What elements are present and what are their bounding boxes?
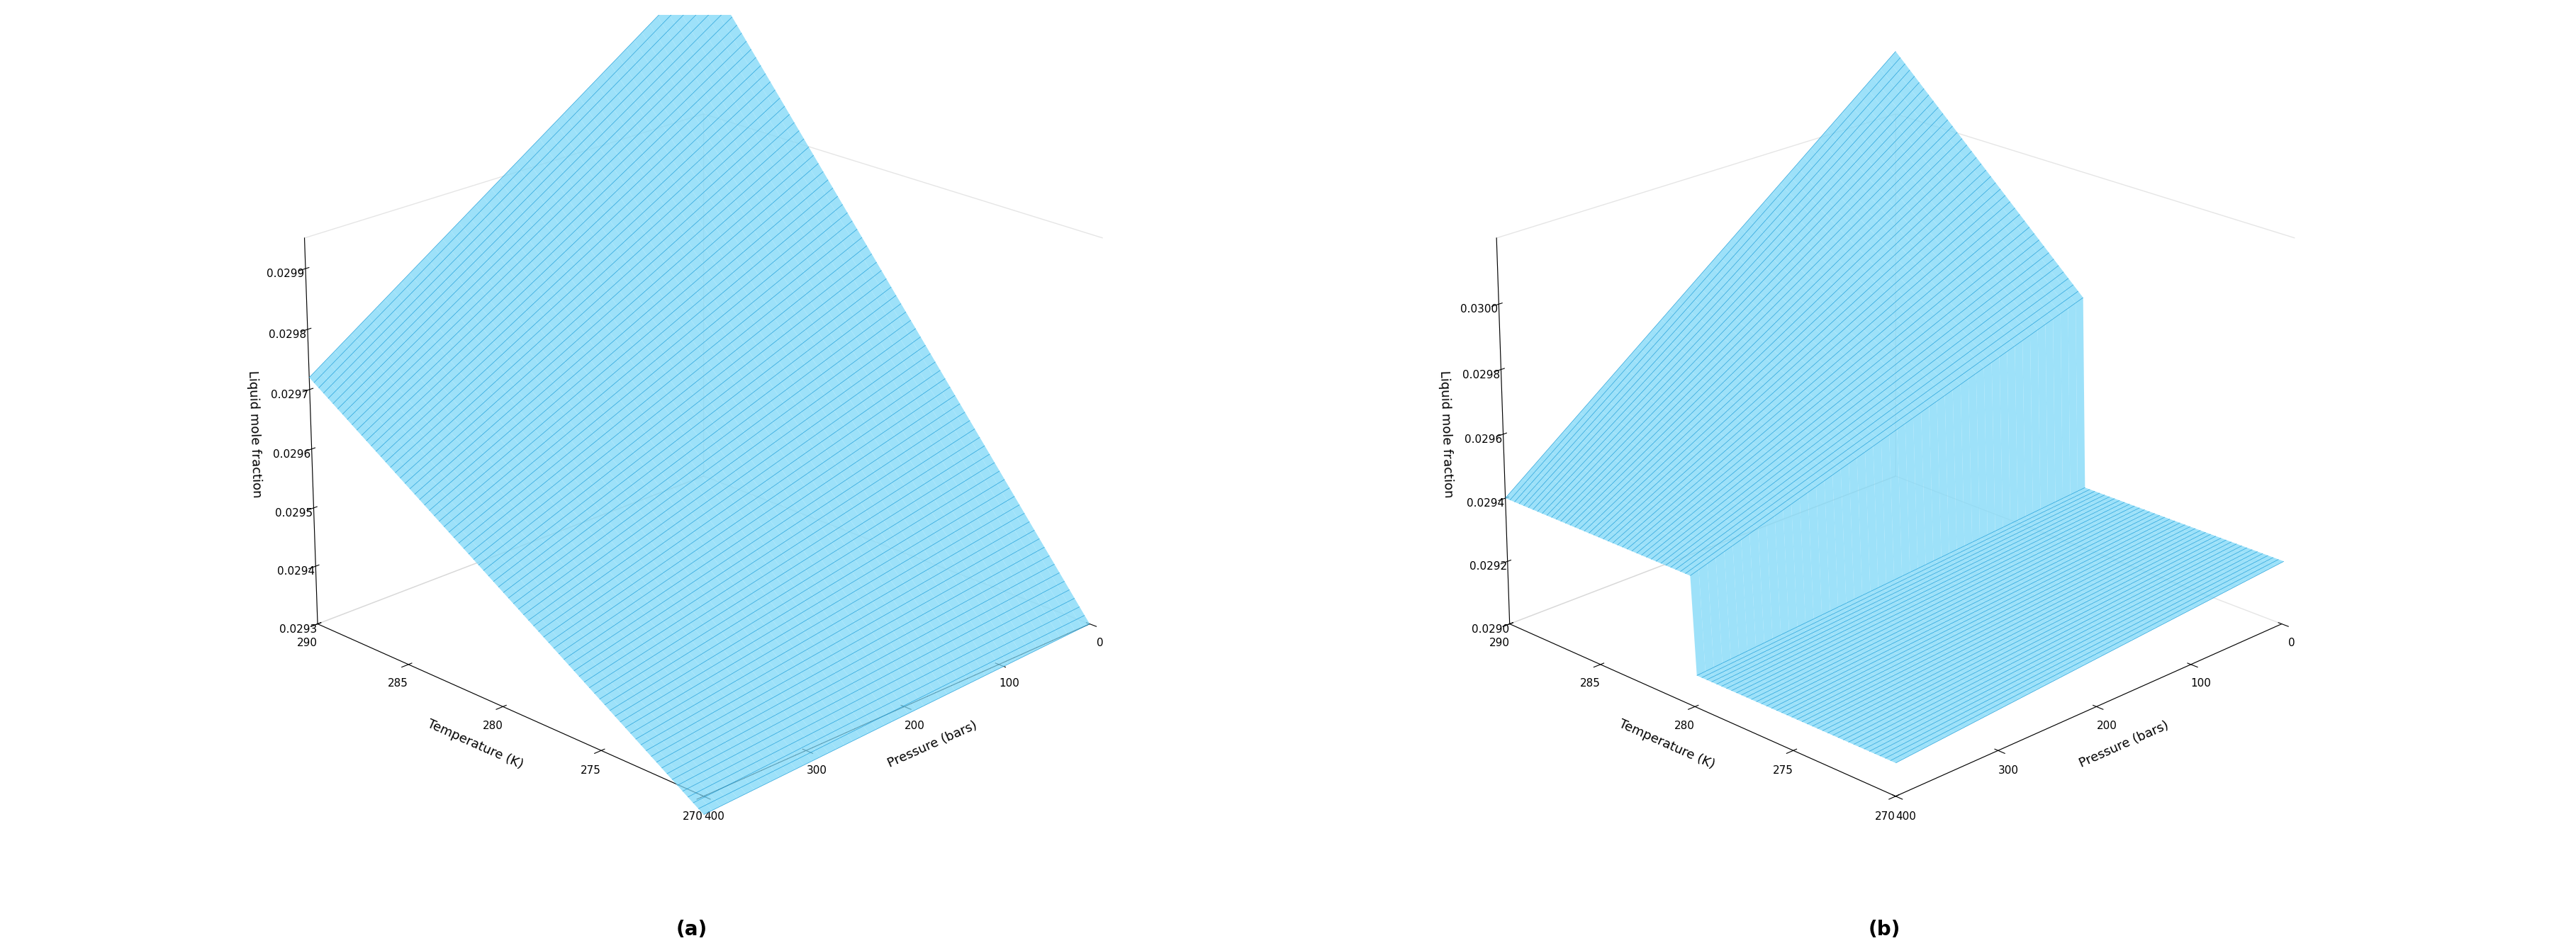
Y-axis label: Temperature (K): Temperature (K) [425, 718, 526, 772]
X-axis label: Pressure (bars): Pressure (bars) [886, 720, 979, 770]
Text: (b): (b) [1868, 920, 1901, 939]
Y-axis label: Temperature (K): Temperature (K) [1618, 718, 1716, 772]
X-axis label: Pressure (bars): Pressure (bars) [2079, 720, 2172, 770]
Text: (a): (a) [677, 920, 708, 939]
